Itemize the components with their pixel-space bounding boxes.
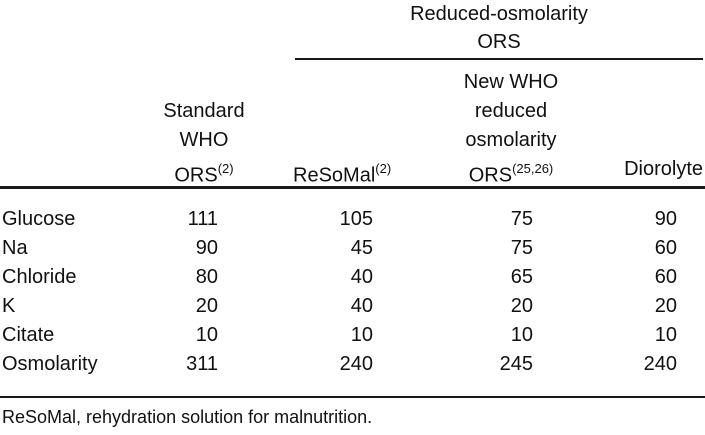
row-label: Chloride bbox=[2, 266, 77, 288]
spanner-line-2: ORS bbox=[477, 31, 521, 53]
cell-value: 90 bbox=[195, 237, 218, 259]
cell-value: 111 bbox=[187, 208, 218, 230]
header-line: Standard bbox=[163, 100, 245, 122]
cell-value: 10 bbox=[510, 324, 533, 346]
table-bottom-rule bbox=[0, 396, 705, 398]
table-row-citate: Citate 10 10 10 10 bbox=[0, 321, 705, 350]
cell-value: 65 bbox=[510, 266, 533, 288]
cell-value: 240 bbox=[339, 353, 373, 375]
cell-value: 40 bbox=[350, 295, 373, 317]
header-line: osmolarity bbox=[465, 129, 557, 151]
cell-value: 20 bbox=[195, 295, 218, 317]
cell-value: 240 bbox=[643, 353, 677, 375]
col-header-resomal: ReSoMal(2) bbox=[293, 155, 433, 191]
table-row-k: K 20 40 20 20 bbox=[0, 292, 705, 321]
spanner-header-reduced-osmolarity: Reduced-osmolarity ORS bbox=[295, 0, 703, 56]
table-row-osmolarity: Osmolarity 311 240 245 240 bbox=[0, 350, 705, 379]
row-label: Citate bbox=[2, 324, 55, 346]
row-label: Osmolarity bbox=[2, 353, 98, 375]
header-text: Diorolyte bbox=[624, 158, 703, 180]
row-label: K bbox=[2, 295, 16, 317]
header-line: ORS(25,26) bbox=[435, 155, 587, 191]
table-row-na: Na 90 45 75 60 bbox=[0, 234, 705, 263]
cell-value: 60 bbox=[654, 266, 677, 288]
table-body: Glucose 111 105 75 90 Na 90 45 75 60 Chl… bbox=[0, 205, 705, 379]
row-label: Na bbox=[2, 237, 28, 259]
cell-value: 80 bbox=[195, 266, 218, 288]
header-line: New WHO bbox=[463, 71, 559, 93]
header-line: WHO bbox=[179, 129, 229, 151]
col-header-standard-who-ors: Standard WHO ORS(2) bbox=[140, 97, 268, 191]
cell-value: 10 bbox=[195, 324, 218, 346]
cell-value: 10 bbox=[654, 324, 677, 346]
header-text: ReSoMal bbox=[293, 164, 376, 187]
reference-superscript: (2) bbox=[375, 161, 392, 176]
cell-value: 20 bbox=[510, 295, 533, 317]
col-header-diorolyte: Diorolyte bbox=[583, 155, 703, 184]
cell-value: 20 bbox=[654, 295, 677, 317]
spanner-rule bbox=[295, 58, 703, 60]
table-row-chloride: Chloride 80 40 65 60 bbox=[0, 263, 705, 292]
header-text: ORS bbox=[174, 164, 218, 187]
spanner-line-1: Reduced-osmolarity bbox=[410, 3, 588, 25]
reference-superscript: (2) bbox=[217, 161, 234, 176]
cell-value: 75 bbox=[510, 208, 533, 230]
cell-value: 10 bbox=[350, 324, 373, 346]
cell-value: 45 bbox=[350, 237, 373, 259]
col-header-new-who-reduced-osmolarity-ors: New WHO reduced osmolarity ORS(25,26) bbox=[435, 68, 587, 191]
cell-value: 105 bbox=[339, 208, 373, 230]
row-label: Glucose bbox=[2, 208, 76, 230]
reference-superscript: (25,26) bbox=[512, 161, 554, 176]
cell-value: 311 bbox=[186, 353, 218, 375]
table-footnote: ReSoMal, rehydration solution for malnut… bbox=[2, 407, 373, 427]
header-line: reduced bbox=[474, 100, 548, 122]
cell-value: 90 bbox=[654, 208, 677, 230]
cell-value: 245 bbox=[499, 353, 533, 375]
table-row-glucose: Glucose 111 105 75 90 bbox=[0, 205, 705, 234]
cell-value: 75 bbox=[510, 237, 533, 259]
cell-value: 60 bbox=[654, 237, 677, 259]
header-text: ORS bbox=[468, 164, 513, 187]
header-line: ORS(2) bbox=[140, 155, 268, 191]
header-rule bbox=[0, 186, 705, 189]
cell-value: 40 bbox=[350, 266, 373, 288]
